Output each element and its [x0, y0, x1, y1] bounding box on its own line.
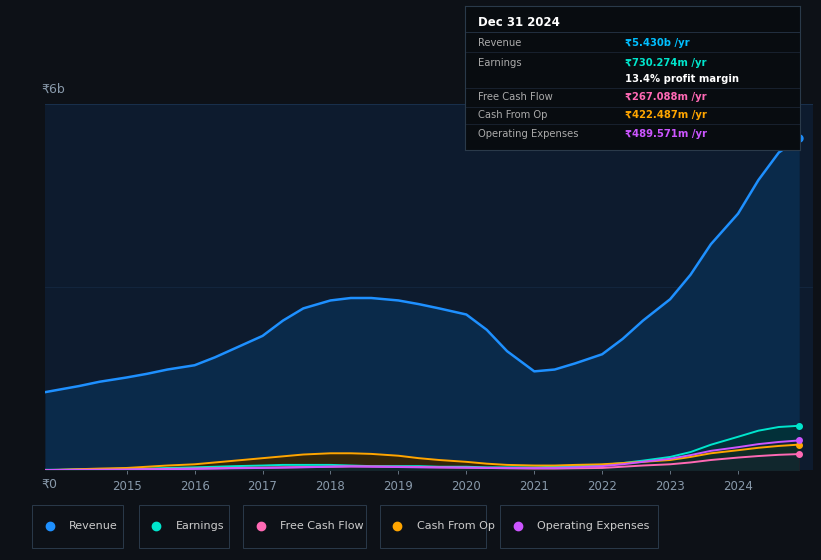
Text: Earnings: Earnings — [478, 58, 521, 68]
Text: Free Cash Flow: Free Cash Flow — [281, 521, 364, 531]
Text: ₹5.430b /yr: ₹5.430b /yr — [626, 38, 690, 48]
Text: ₹267.088m /yr: ₹267.088m /yr — [626, 92, 707, 101]
Text: Cash From Op: Cash From Op — [417, 521, 495, 531]
Text: Dec 31 2024: Dec 31 2024 — [478, 16, 560, 29]
Text: 13.4% profit margin: 13.4% profit margin — [626, 74, 740, 85]
Text: Free Cash Flow: Free Cash Flow — [478, 92, 553, 101]
Text: Earnings: Earnings — [176, 521, 224, 531]
Text: Cash From Op: Cash From Op — [478, 110, 548, 120]
Text: Revenue: Revenue — [69, 521, 118, 531]
Text: ₹730.274m /yr: ₹730.274m /yr — [626, 58, 707, 68]
Text: ₹422.487m /yr: ₹422.487m /yr — [626, 110, 708, 120]
Text: Revenue: Revenue — [478, 38, 521, 48]
Text: ₹6b: ₹6b — [41, 83, 65, 96]
Text: ₹0: ₹0 — [41, 478, 57, 491]
Text: Operating Expenses: Operating Expenses — [478, 129, 579, 139]
Text: Operating Expenses: Operating Expenses — [538, 521, 649, 531]
Text: ₹489.571m /yr: ₹489.571m /yr — [626, 129, 708, 139]
